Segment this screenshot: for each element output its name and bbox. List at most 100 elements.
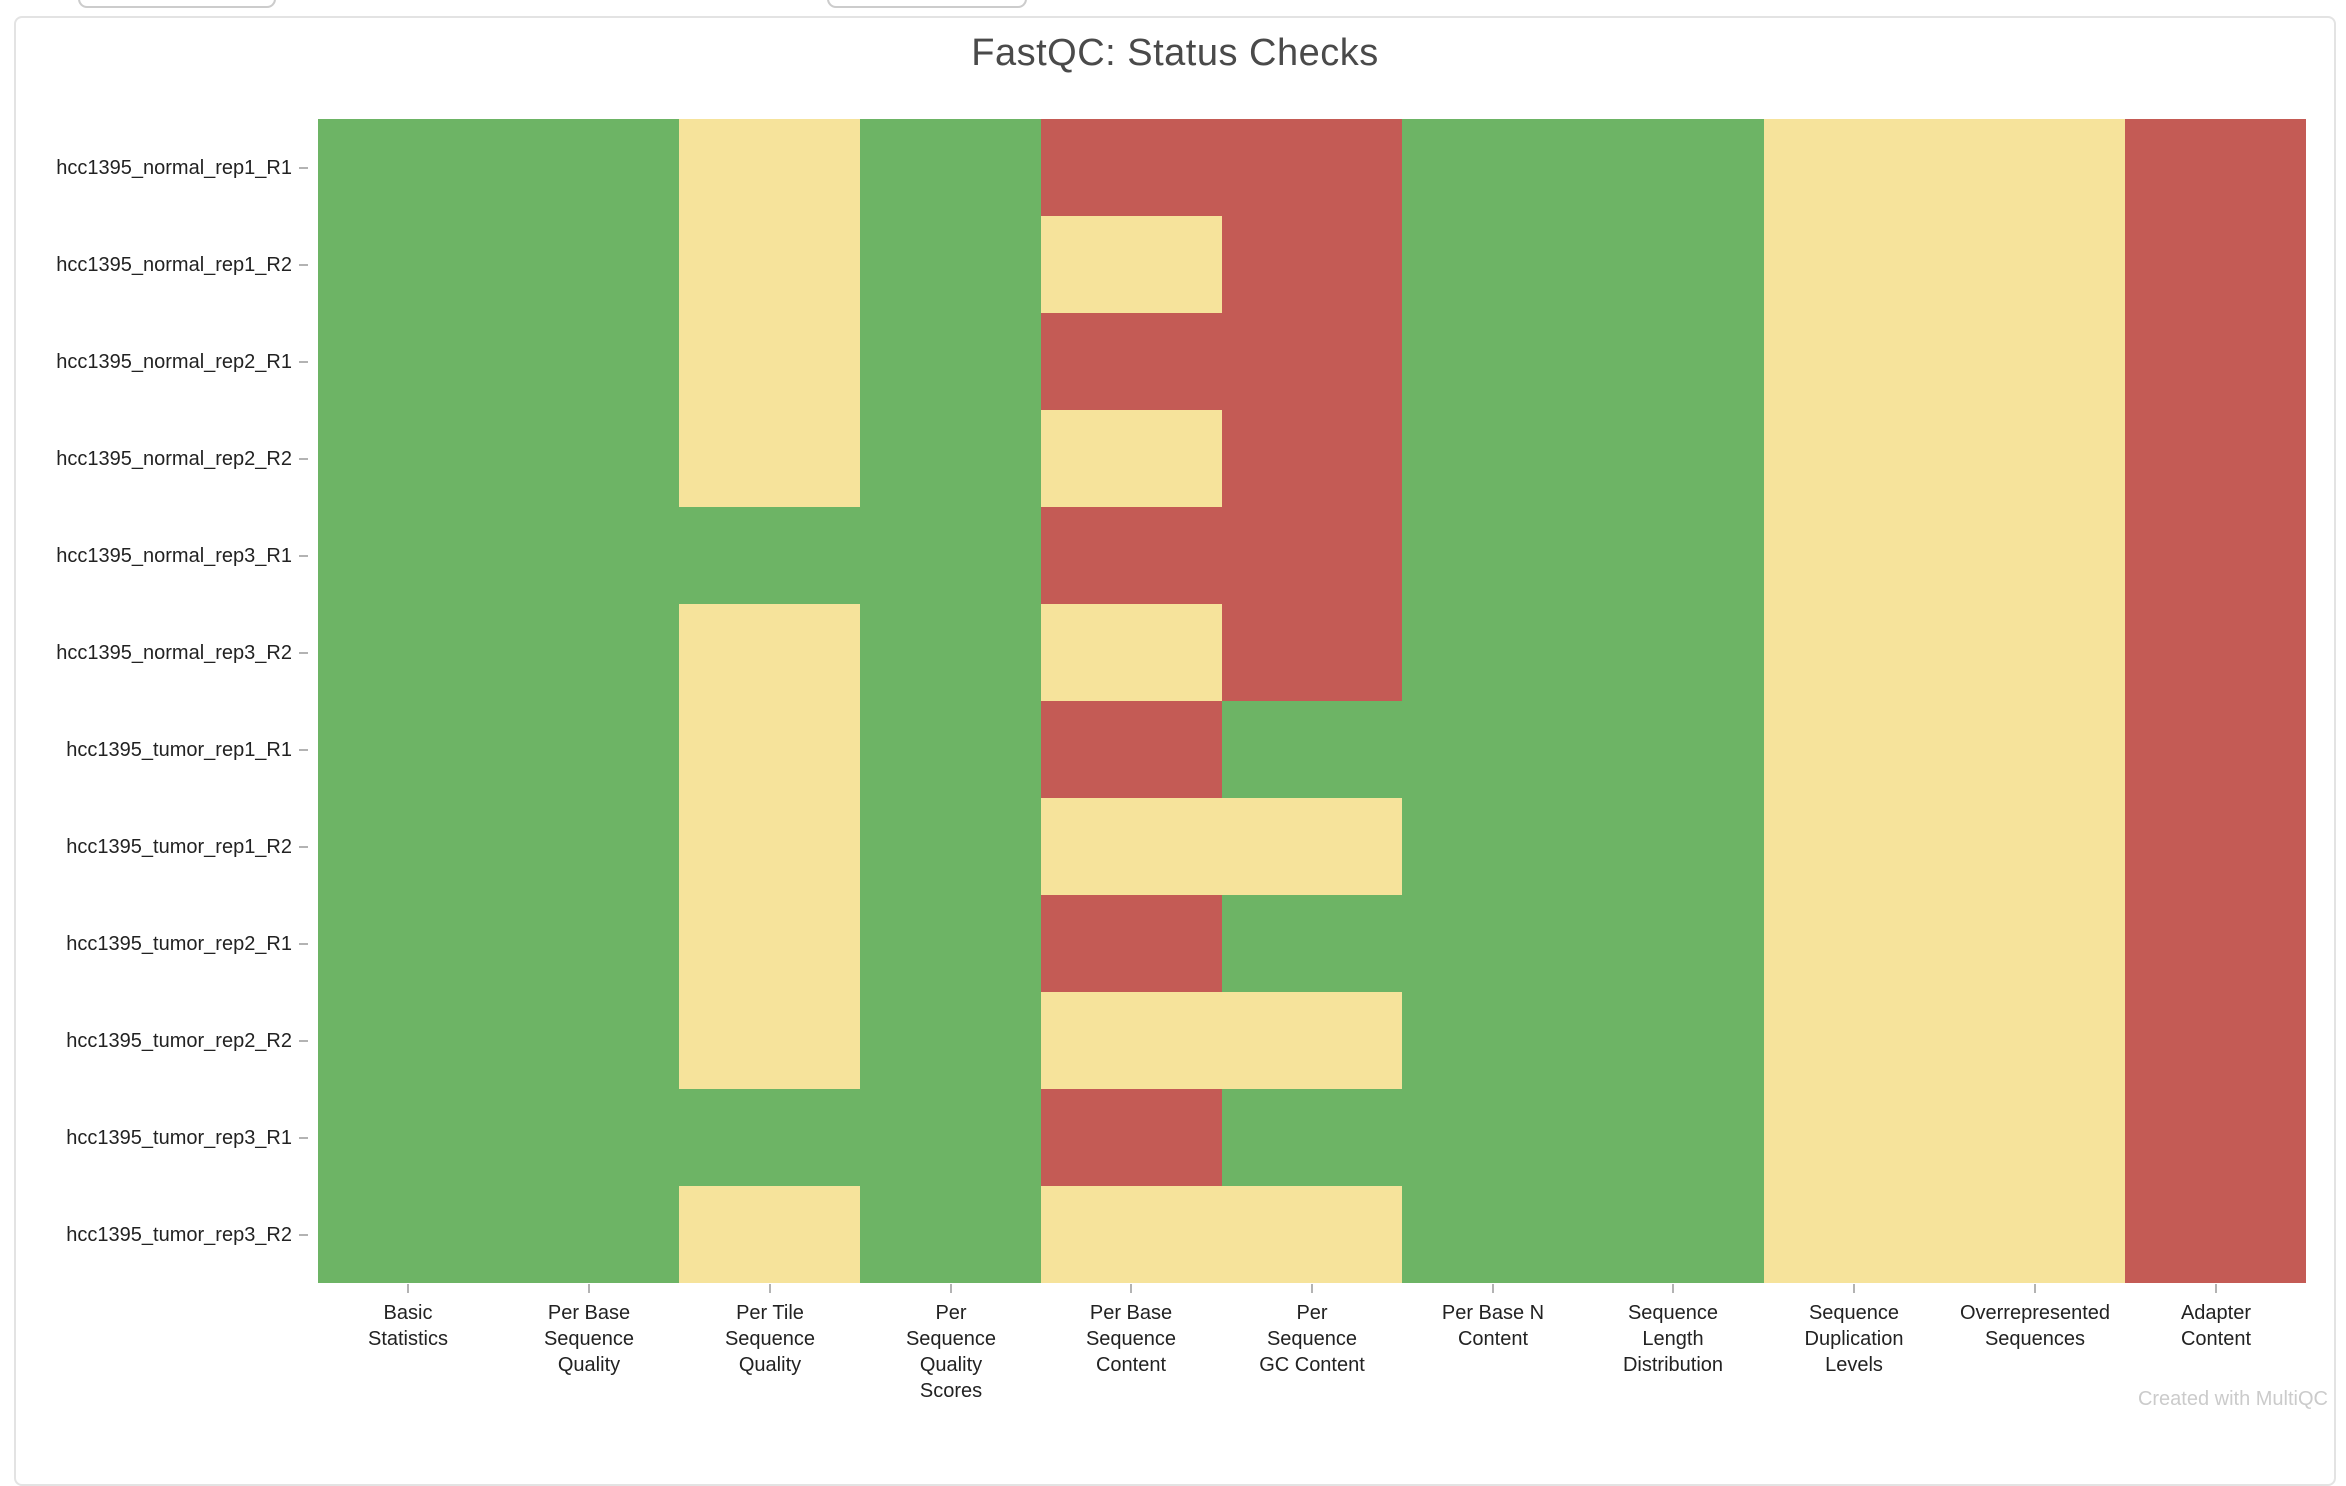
heatmap-cell-r4-c3-pass[interactable] [860, 507, 1041, 604]
heatmap-cell-r6-c4-fail[interactable] [1040, 701, 1222, 798]
heatmap-cell-r0-c8-warn[interactable] [1763, 119, 1945, 216]
toolbar-button-left[interactable] [78, 0, 276, 8]
heatmap-cell-r9-c10-fail[interactable] [2125, 992, 2306, 1089]
heatmap-cell-r1-c2-warn[interactable] [679, 216, 861, 313]
heatmap-cell-r7-c6-pass[interactable] [1402, 798, 1584, 895]
heatmap-cell-r0-c7-pass[interactable] [1583, 119, 1764, 216]
heatmap-cell-r2-c6-pass[interactable] [1402, 313, 1584, 410]
heatmap-cell-r6-c1-pass[interactable] [498, 701, 680, 798]
heatmap-cell-r11-c5-warn[interactable] [1221, 1186, 1403, 1283]
heatmap-cell-r1-c5-fail[interactable] [1221, 216, 1403, 313]
heatmap-cell-r6-c10-fail[interactable] [2125, 701, 2306, 798]
heatmap-cell-r4-c8-warn[interactable] [1763, 507, 1945, 604]
heatmap-cell-r1-c6-pass[interactable] [1402, 216, 1584, 313]
heatmap-cell-r6-c3-pass[interactable] [860, 701, 1041, 798]
heatmap-cell-r4-c4-fail[interactable] [1040, 507, 1222, 604]
heatmap-cell-r7-c4-warn[interactable] [1040, 798, 1222, 895]
heatmap-cell-r5-c9-warn[interactable] [1944, 604, 2126, 701]
heatmap-cell-r3-c6-pass[interactable] [1402, 410, 1584, 507]
heatmap-cell-r11-c3-pass[interactable] [860, 1186, 1041, 1283]
heatmap-cell-r5-c10-fail[interactable] [2125, 604, 2306, 701]
heatmap-cell-r7-c7-pass[interactable] [1583, 798, 1764, 895]
heatmap-cell-r5-c4-warn[interactable] [1040, 604, 1222, 701]
heatmap-cell-r2-c8-warn[interactable] [1763, 313, 1945, 410]
heatmap-cell-r2-c1-pass[interactable] [498, 313, 680, 410]
heatmap-cell-r11-c4-warn[interactable] [1040, 1186, 1222, 1283]
heatmap-cell-r10-c8-warn[interactable] [1763, 1089, 1945, 1186]
heatmap-cell-r4-c7-pass[interactable] [1583, 507, 1764, 604]
heatmap-cell-r0-c9-warn[interactable] [1944, 119, 2126, 216]
heatmap-cell-r4-c2-pass[interactable] [679, 507, 861, 604]
heatmap-cell-r7-c2-warn[interactable] [679, 798, 861, 895]
heatmap-cell-r10-c10-fail[interactable] [2125, 1089, 2306, 1186]
heatmap-cell-r3-c2-warn[interactable] [679, 410, 861, 507]
heatmap-cell-r8-c4-fail[interactable] [1040, 895, 1222, 992]
heatmap-cell-r2-c2-warn[interactable] [679, 313, 861, 410]
heatmap-cell-r11-c10-fail[interactable] [2125, 1186, 2306, 1283]
heatmap-cell-r1-c9-warn[interactable] [1944, 216, 2126, 313]
heatmap-cell-r11-c8-warn[interactable] [1763, 1186, 1945, 1283]
heatmap-cell-r9-c1-pass[interactable] [498, 992, 680, 1089]
heatmap-cell-r3-c3-pass[interactable] [860, 410, 1041, 507]
heatmap-cell-r8-c10-fail[interactable] [2125, 895, 2306, 992]
status-heatmap[interactable] [318, 119, 2306, 1283]
heatmap-cell-r8-c3-pass[interactable] [860, 895, 1041, 992]
heatmap-cell-r1-c0-pass[interactable] [318, 216, 499, 313]
heatmap-cell-r5-c1-pass[interactable] [498, 604, 680, 701]
heatmap-cell-r5-c2-warn[interactable] [679, 604, 861, 701]
heatmap-cell-r1-c7-pass[interactable] [1583, 216, 1764, 313]
heatmap-cell-r2-c7-pass[interactable] [1583, 313, 1764, 410]
heatmap-cell-r1-c10-fail[interactable] [2125, 216, 2306, 313]
heatmap-cell-r5-c5-fail[interactable] [1221, 604, 1403, 701]
heatmap-cell-r7-c10-fail[interactable] [2125, 798, 2306, 895]
heatmap-cell-r3-c4-warn[interactable] [1040, 410, 1222, 507]
heatmap-cell-r10-c3-pass[interactable] [860, 1089, 1041, 1186]
heatmap-cell-r11-c2-warn[interactable] [679, 1186, 861, 1283]
heatmap-cell-r6-c5-pass[interactable] [1221, 701, 1403, 798]
heatmap-cell-r0-c2-warn[interactable] [679, 119, 861, 216]
heatmap-cell-r1-c3-pass[interactable] [860, 216, 1041, 313]
heatmap-cell-r0-c4-fail[interactable] [1040, 119, 1222, 216]
heatmap-cell-r9-c2-warn[interactable] [679, 992, 861, 1089]
heatmap-cell-r7-c1-pass[interactable] [498, 798, 680, 895]
heatmap-cell-r10-c4-fail[interactable] [1040, 1089, 1222, 1186]
heatmap-cell-r8-c9-warn[interactable] [1944, 895, 2126, 992]
heatmap-cell-r0-c0-pass[interactable] [318, 119, 499, 216]
heatmap-cell-r9-c8-warn[interactable] [1763, 992, 1945, 1089]
heatmap-cell-r3-c8-warn[interactable] [1763, 410, 1945, 507]
heatmap-cell-r5-c8-warn[interactable] [1763, 604, 1945, 701]
heatmap-cell-r11-c9-warn[interactable] [1944, 1186, 2126, 1283]
heatmap-cell-r2-c3-pass[interactable] [860, 313, 1041, 410]
heatmap-cell-r0-c6-pass[interactable] [1402, 119, 1584, 216]
heatmap-cell-r9-c4-warn[interactable] [1040, 992, 1222, 1089]
heatmap-cell-r3-c5-fail[interactable] [1221, 410, 1403, 507]
heatmap-cell-r10-c5-pass[interactable] [1221, 1089, 1403, 1186]
heatmap-cell-r5-c0-pass[interactable] [318, 604, 499, 701]
heatmap-cell-r7-c8-warn[interactable] [1763, 798, 1945, 895]
heatmap-cell-r9-c7-pass[interactable] [1583, 992, 1764, 1089]
heatmap-cell-r2-c0-pass[interactable] [318, 313, 499, 410]
heatmap-cell-r3-c0-pass[interactable] [318, 410, 499, 507]
heatmap-cell-r5-c6-pass[interactable] [1402, 604, 1584, 701]
heatmap-cell-r2-c4-fail[interactable] [1040, 313, 1222, 410]
heatmap-cell-r2-c10-fail[interactable] [2125, 313, 2306, 410]
heatmap-cell-r9-c0-pass[interactable] [318, 992, 499, 1089]
heatmap-cell-r4-c0-pass[interactable] [318, 507, 499, 604]
heatmap-cell-r2-c5-fail[interactable] [1221, 313, 1403, 410]
heatmap-cell-r7-c9-warn[interactable] [1944, 798, 2126, 895]
heatmap-cell-r7-c5-warn[interactable] [1221, 798, 1403, 895]
heatmap-cell-r2-c9-warn[interactable] [1944, 313, 2126, 410]
heatmap-cell-r11-c6-pass[interactable] [1402, 1186, 1584, 1283]
heatmap-cell-r5-c3-pass[interactable] [860, 604, 1041, 701]
heatmap-cell-r9-c3-pass[interactable] [860, 992, 1041, 1089]
heatmap-cell-r4-c1-pass[interactable] [498, 507, 680, 604]
heatmap-cell-r8-c7-pass[interactable] [1583, 895, 1764, 992]
heatmap-cell-r7-c0-pass[interactable] [318, 798, 499, 895]
heatmap-cell-r11-c0-pass[interactable] [318, 1186, 499, 1283]
heatmap-cell-r6-c6-pass[interactable] [1402, 701, 1584, 798]
heatmap-cell-r1-c4-warn[interactable] [1040, 216, 1222, 313]
heatmap-cell-r6-c7-pass[interactable] [1583, 701, 1764, 798]
toolbar-button-right[interactable] [827, 0, 1027, 8]
heatmap-cell-r3-c9-warn[interactable] [1944, 410, 2126, 507]
heatmap-cell-r6-c8-warn[interactable] [1763, 701, 1945, 798]
